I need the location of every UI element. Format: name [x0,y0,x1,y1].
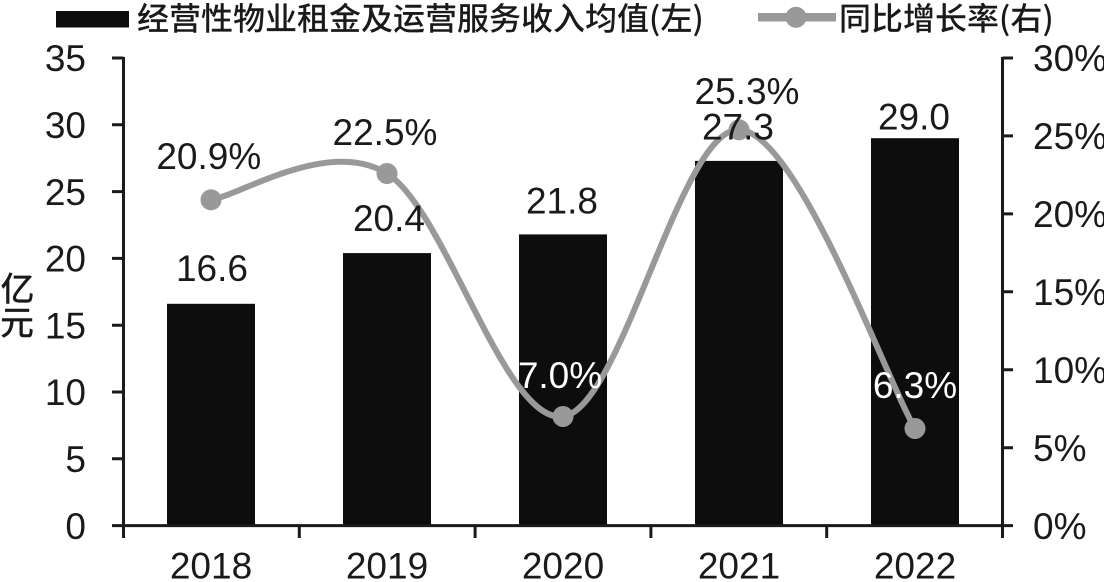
svg-text:20.4: 20.4 [353,198,425,239]
svg-text:16.6: 16.6 [176,248,248,289]
svg-text:6.3%: 6.3% [873,365,957,406]
svg-text:2018: 2018 [170,546,252,582]
svg-text:5%: 5% [1033,428,1086,469]
svg-text:30%: 30% [1033,38,1104,79]
svg-text:5: 5 [65,439,86,480]
svg-text:2022: 2022 [874,546,956,582]
svg-text:25%: 25% [1033,116,1104,157]
svg-text:29.0: 29.0 [878,97,950,138]
svg-text:2020: 2020 [522,546,604,582]
svg-text:10%: 10% [1033,350,1104,391]
svg-text:2021: 2021 [698,546,780,582]
svg-text:25: 25 [45,172,86,213]
svg-text:35: 35 [45,38,86,79]
svg-text:22.5%: 22.5% [333,112,438,153]
svg-text:30: 30 [45,105,86,146]
svg-text:0: 0 [65,506,86,547]
svg-text:7.0%: 7.0% [518,355,602,396]
svg-text:20.9%: 20.9% [156,136,261,177]
svg-text:20: 20 [45,239,86,280]
svg-text:21.8: 21.8 [526,181,598,222]
svg-text:2019: 2019 [346,546,428,582]
svg-text:15: 15 [45,305,86,346]
svg-text:27.3: 27.3 [702,107,774,148]
svg-text:10: 10 [45,372,86,413]
svg-text:25.3%: 25.3% [695,71,800,112]
svg-text:15%: 15% [1033,272,1104,313]
svg-text:0%: 0% [1033,506,1086,547]
svg-text:20%: 20% [1033,194,1104,235]
